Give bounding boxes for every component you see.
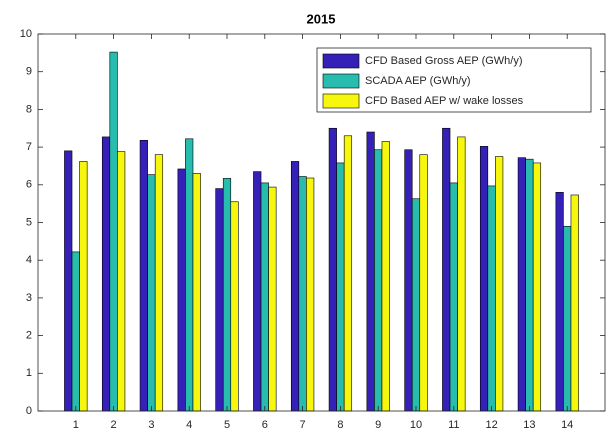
bar [139, 140, 148, 412]
bar [230, 201, 239, 412]
bar [343, 135, 353, 412]
bar [336, 162, 345, 412]
legend-label: CFD Based AEP w/ wake losses [365, 95, 524, 107]
x-tick-label: 4 [186, 419, 192, 431]
bar [442, 127, 451, 412]
chart-title: 2015 [307, 11, 336, 26]
legend-swatch [322, 73, 360, 89]
bar [154, 154, 164, 412]
legend-label: CFD Based Gross AEP (GWh/y) [365, 55, 523, 67]
x-tick-label: 7 [300, 419, 306, 431]
x-tick-label: 13 [523, 419, 535, 431]
x-tick-label: 1 [73, 419, 79, 431]
bar [479, 146, 489, 412]
x-tick-label: 8 [337, 419, 343, 431]
bar [495, 156, 504, 412]
y-tick-label: 0 [26, 405, 32, 417]
bar [532, 162, 542, 412]
bar [404, 149, 413, 412]
x-tick-label: 5 [224, 419, 230, 431]
x-tick-label: 3 [148, 419, 154, 431]
y-tick-label: 9 [26, 66, 32, 78]
x-tick-label: 9 [375, 419, 381, 431]
y-tick-label: 1 [26, 367, 32, 379]
bar [192, 173, 201, 412]
bar [298, 176, 307, 412]
legend-swatch [322, 93, 360, 109]
y-tick-label: 4 [26, 254, 32, 266]
bar [328, 127, 337, 412]
bar [374, 149, 383, 412]
y-tick-label: 2 [26, 330, 32, 342]
bar [487, 185, 496, 412]
bar [185, 138, 194, 412]
legend-swatch [322, 53, 360, 69]
bar [117, 151, 126, 412]
bar [306, 177, 315, 412]
bar [101, 136, 111, 412]
y-tick-label: 10 [20, 28, 32, 40]
bar [109, 51, 118, 412]
y-tick-label: 8 [26, 103, 32, 115]
legend: CFD Based Gross AEP (GWh/y) SCADA AEP (GW… [316, 47, 592, 113]
bar [525, 158, 534, 412]
bar [290, 161, 300, 412]
x-tick-label: 12 [485, 419, 497, 431]
bar [366, 131, 375, 412]
y-tick-label: 5 [26, 216, 32, 228]
y-tick-label: 7 [26, 141, 32, 153]
bar [411, 198, 421, 412]
x-tick-label: 6 [262, 419, 268, 431]
bar [260, 182, 269, 412]
bar [555, 192, 564, 412]
legend-label: SCADA AEP (GWh/y) [365, 75, 471, 87]
y-tick-label: 3 [26, 292, 32, 304]
bar [419, 154, 428, 412]
bar [457, 136, 466, 412]
bar [215, 188, 224, 412]
x-tick-label: 2 [111, 419, 117, 431]
bar [381, 141, 390, 412]
bar [517, 157, 526, 412]
bar [177, 168, 186, 412]
bar [147, 174, 156, 412]
bar [222, 178, 232, 412]
bar [64, 150, 73, 412]
legend-box [316, 47, 592, 113]
bar [79, 161, 88, 412]
bar [449, 182, 458, 412]
y-tick-label: 6 [26, 179, 32, 191]
x-tick-label: 14 [561, 419, 573, 431]
bar [570, 194, 579, 412]
bar [71, 251, 80, 412]
bar [268, 186, 277, 412]
bar [563, 225, 572, 412]
x-tick-label: 11 [448, 419, 459, 431]
x-tick-label: 10 [410, 419, 422, 431]
bar [253, 171, 262, 412]
